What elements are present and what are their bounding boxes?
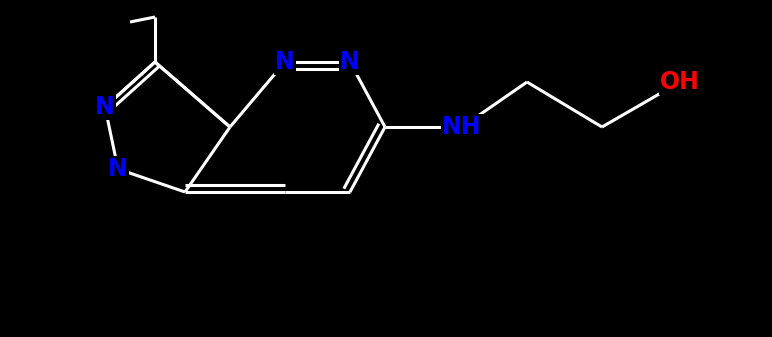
Text: NH: NH bbox=[442, 115, 482, 139]
Text: OH: OH bbox=[660, 70, 700, 94]
Text: N: N bbox=[95, 95, 115, 119]
Text: N: N bbox=[340, 50, 360, 74]
Text: N: N bbox=[275, 50, 295, 74]
Text: N: N bbox=[108, 157, 128, 181]
